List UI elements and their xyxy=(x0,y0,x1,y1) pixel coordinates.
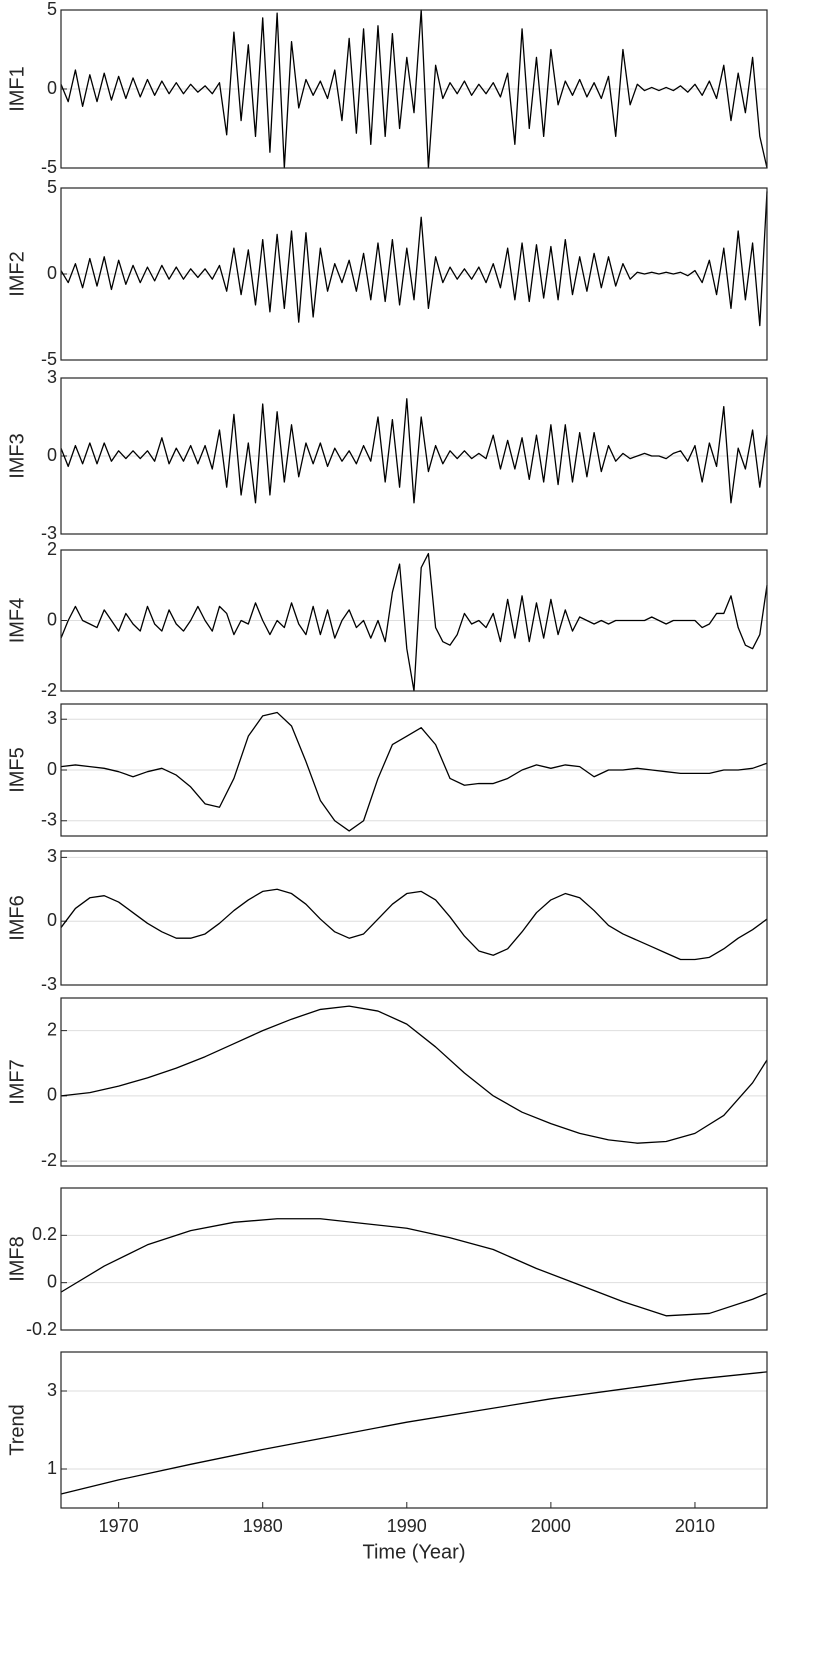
axes-box xyxy=(60,1351,768,1509)
series-line xyxy=(60,1005,768,1144)
y-tick-label: 3 xyxy=(47,846,57,866)
y-tick-label: -3 xyxy=(41,974,57,994)
y-tick-label: 0.2 xyxy=(32,1224,57,1244)
x-tick-label: 1970 xyxy=(99,1516,139,1536)
y-axis-label: IMF2 xyxy=(6,251,28,297)
y-tick-label: 0 xyxy=(47,445,57,465)
y-tick-label: 1 xyxy=(47,1458,57,1478)
axes-box xyxy=(60,997,768,1167)
axes-box xyxy=(60,850,768,986)
series-line xyxy=(60,9,768,169)
axes-box xyxy=(60,187,768,361)
y-tick-label: -5 xyxy=(41,349,57,369)
y-tick-label: -3 xyxy=(41,810,57,830)
axes-box xyxy=(60,703,768,837)
y-tick-label: 2 xyxy=(47,539,57,559)
y-tick-label: 5 xyxy=(47,177,57,197)
y-tick-label: 3 xyxy=(47,708,57,728)
x-tick-label: 2010 xyxy=(675,1516,715,1536)
y-tick-label: 0 xyxy=(47,78,57,98)
y-tick-label: 3 xyxy=(47,1380,57,1400)
axes-box xyxy=(60,549,768,692)
axes-box xyxy=(60,377,768,535)
y-tick-label: 0 xyxy=(47,759,57,779)
x-tick-label: 1990 xyxy=(387,1516,427,1536)
y-tick-label: 0 xyxy=(47,910,57,930)
x-tick-label: 2000 xyxy=(531,1516,571,1536)
y-tick-label: 0 xyxy=(47,1085,57,1105)
series-line xyxy=(60,1371,768,1495)
y-tick-label: 2 xyxy=(47,1019,57,1039)
y-axis-label: IMF7 xyxy=(6,1059,28,1105)
series-line xyxy=(60,711,768,832)
y-tick-label: 5 xyxy=(47,0,57,19)
axes-box xyxy=(60,9,768,169)
y-tick-label: -2 xyxy=(41,1150,57,1170)
y-tick-label: 0 xyxy=(47,1271,57,1291)
y-tick-label: 0 xyxy=(47,609,57,629)
y-tick-label: -5 xyxy=(41,157,57,177)
series-line xyxy=(60,1218,768,1317)
series-line xyxy=(60,398,768,504)
x-axis-label: Time (Year) xyxy=(363,1541,466,1563)
y-tick-label: -2 xyxy=(41,680,57,700)
axes-box xyxy=(60,1187,768,1331)
y-axis-label: IMF3 xyxy=(6,433,28,479)
y-axis-label: IMF8 xyxy=(6,1236,28,1282)
series-line xyxy=(60,552,768,692)
y-tick-label: -3 xyxy=(41,523,57,543)
y-axis-label: IMF4 xyxy=(6,598,28,644)
series-line xyxy=(60,191,768,327)
y-axis-label: IMF1 xyxy=(6,66,28,112)
y-axis-label: IMF6 xyxy=(6,895,28,941)
y-axis-label: Trend xyxy=(6,1404,28,1456)
x-tick-label: 1980 xyxy=(243,1516,283,1536)
series-line xyxy=(60,888,768,961)
y-tick-label: 0 xyxy=(47,263,57,283)
y-tick-label: -0.2 xyxy=(26,1319,57,1339)
y-axis-label: IMF5 xyxy=(6,747,28,793)
y-tick-label: 3 xyxy=(47,367,57,387)
